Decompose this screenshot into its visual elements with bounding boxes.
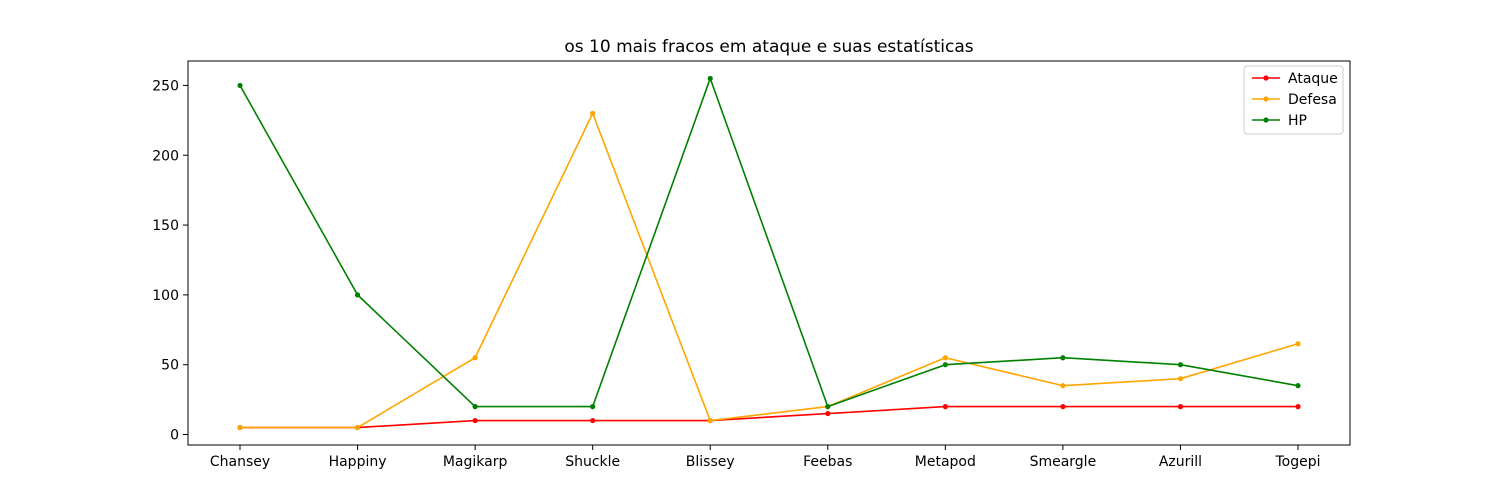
data-point — [942, 362, 948, 368]
data-point — [237, 424, 243, 431]
series-line — [239, 77, 1299, 408]
data-point — [237, 82, 243, 89]
x-tick-label: Happiny — [329, 454, 387, 470]
data-point — [590, 404, 596, 410]
x-tick-label: Shuckle — [565, 454, 620, 470]
x-tick-label: Smeargle — [1030, 454, 1097, 470]
series-layer — [237, 75, 1301, 431]
data-point — [1177, 376, 1184, 382]
y-tick-label: 250 — [152, 78, 179, 94]
legend-marker — [1263, 96, 1269, 102]
data-point — [472, 417, 478, 424]
y-axis: 0 50 100 150 200 250 — [152, 78, 188, 444]
legend-marker — [1263, 117, 1269, 123]
data-point — [1295, 341, 1301, 347]
data-point — [1295, 404, 1301, 410]
x-tick-label: Togepi — [1274, 454, 1320, 470]
plot-area — [187, 60, 1351, 446]
data-point — [707, 75, 713, 82]
data-point — [472, 355, 478, 361]
x-tick-label: Blissey — [686, 454, 735, 470]
legend: Ataque Defesa HP — [1243, 65, 1344, 135]
series-ataque — [237, 404, 1301, 431]
data-point — [354, 424, 361, 431]
data-point — [1060, 383, 1066, 389]
data-point — [1060, 355, 1066, 361]
data-point — [825, 410, 831, 417]
legend-label: Ataque — [1288, 71, 1338, 87]
data-point — [354, 292, 361, 298]
data-point — [1177, 404, 1184, 410]
y-tick-label: 200 — [152, 148, 179, 164]
x-tick-label: Chansey — [210, 454, 270, 470]
data-point — [1295, 383, 1301, 389]
legend-label: Defesa — [1288, 92, 1337, 108]
x-tick-label: Magikarp — [443, 454, 508, 470]
data-point — [1177, 362, 1184, 368]
y-tick-label: 100 — [152, 288, 179, 304]
series-line — [240, 405, 1298, 429]
legend-item-defesa: Defesa — [1252, 92, 1337, 108]
data-point — [825, 404, 831, 410]
series-hp — [237, 75, 1301, 410]
chart-title: os 10 mais fracos em ataque e suas estat… — [564, 37, 973, 57]
series-defesa — [237, 110, 1301, 431]
legend-marker — [1263, 75, 1269, 81]
x-tick-label: Feebas — [803, 454, 852, 470]
legend-box — [1243, 65, 1344, 135]
legend-item-ataque: Ataque — [1252, 71, 1338, 87]
x-axis: Chansey Happiny Magikarp Shuckle Blissey Feeb… — [210, 445, 1321, 470]
y-tick-label: 150 — [152, 218, 179, 234]
data-point — [942, 404, 948, 410]
data-point — [942, 355, 948, 361]
legend-item-hp: HP — [1252, 113, 1307, 129]
data-point — [590, 110, 596, 116]
legend-label: HP — [1288, 113, 1307, 129]
y-tick-label: 50 — [161, 358, 179, 374]
series-line — [240, 112, 1299, 429]
data-point — [472, 404, 478, 410]
y-tick-label: 0 — [170, 428, 179, 444]
data-point — [590, 417, 596, 424]
x-tick-label: Metapod — [915, 454, 976, 470]
data-point — [707, 417, 713, 424]
data-point — [1060, 404, 1066, 410]
x-tick-label: Azurill — [1159, 454, 1202, 470]
plot-frame — [187, 60, 1351, 446]
